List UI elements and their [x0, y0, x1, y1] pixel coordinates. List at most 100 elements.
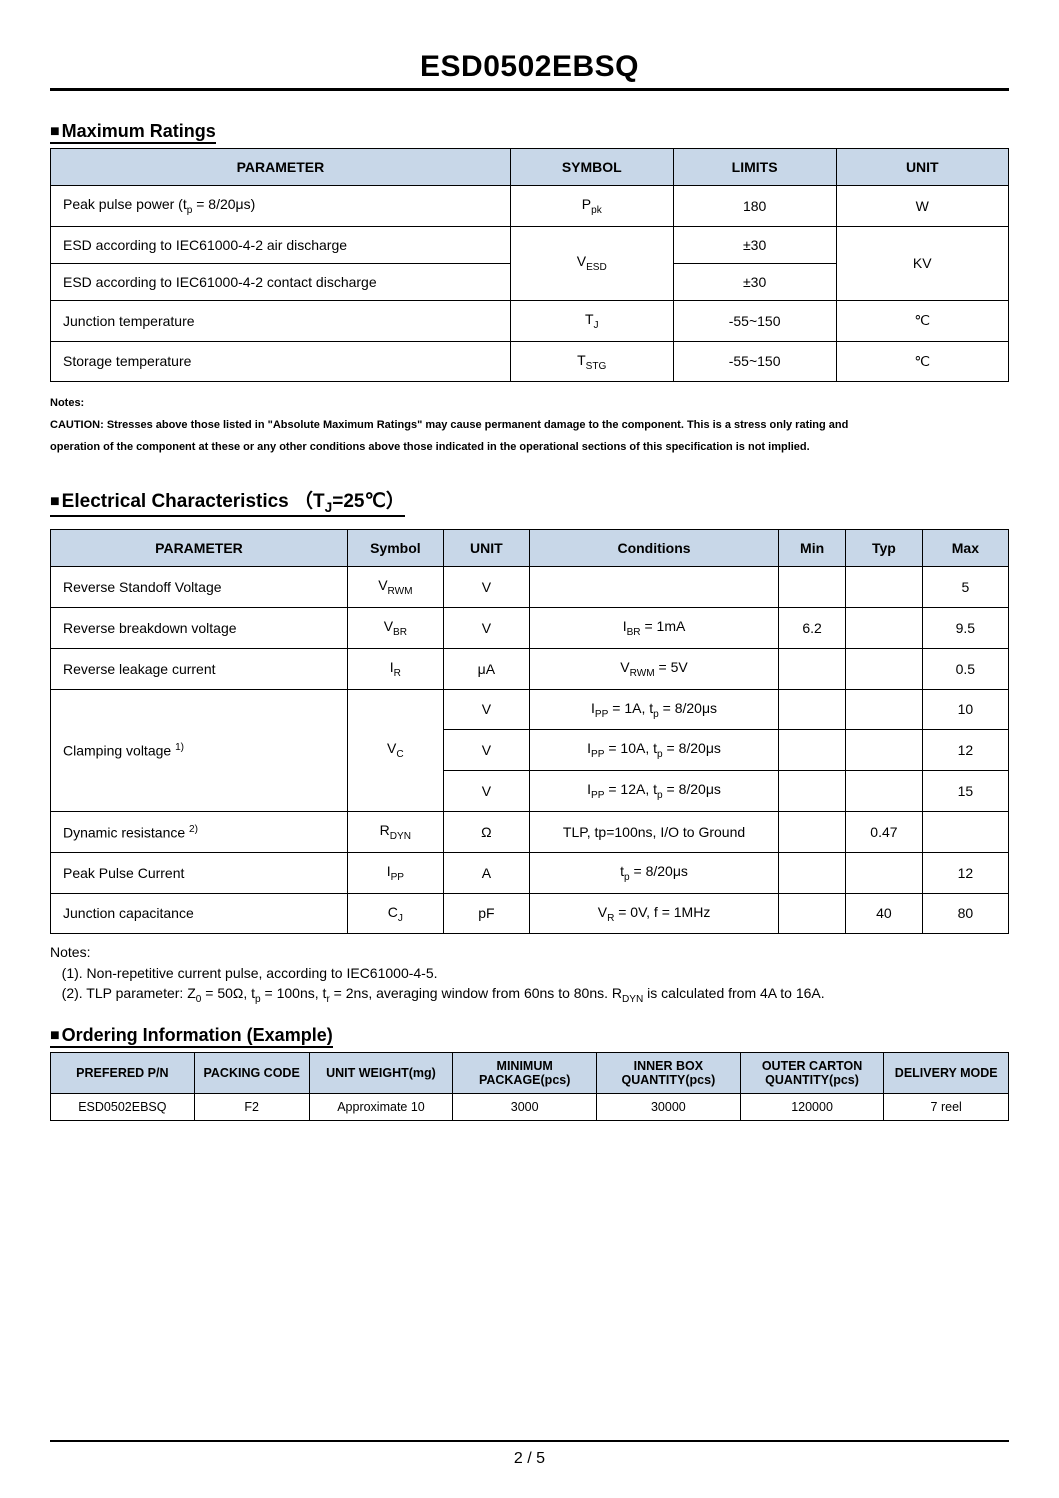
cell-typ: 0.47: [846, 811, 923, 852]
cell-typ: [846, 771, 923, 812]
cell-max: 80: [922, 893, 1008, 934]
col-typ: Typ: [846, 530, 923, 567]
cell-min: [779, 893, 846, 934]
cell-min: [779, 852, 846, 893]
cell-parameter: Junction capacitance: [51, 893, 348, 934]
cell-symbol: CJ: [347, 893, 443, 934]
cell-max: 10: [922, 689, 1008, 730]
cell-max: 9.5: [922, 607, 1008, 648]
note-line: operation of the component at these or a…: [50, 436, 1009, 458]
cell: 120000: [740, 1094, 884, 1121]
note-line: (2). TLP parameter: Z0 = 50Ω, tp = 100ns…: [50, 983, 1009, 1007]
table-row: Peak Pulse CurrentIPPAtp = 8/20μs12: [51, 852, 1009, 893]
col-symbol: Symbol: [347, 530, 443, 567]
cell-limits: ±30: [673, 263, 836, 300]
cell-conditions: IPP = 10A, tp = 8/20μs: [529, 730, 778, 771]
cell-symbol: Ppk: [510, 186, 673, 227]
section-heading-elec: ■Electrical Characteristics （TJ=25℃）: [50, 486, 405, 517]
cell-min: [779, 648, 846, 689]
table-row: ESD according to IEC61000-4-2 air discha…: [51, 226, 1009, 263]
cell: 7 reel: [884, 1094, 1009, 1121]
elec-table: PARAMETER Symbol UNIT Conditions Min Typ…: [50, 529, 1009, 934]
ordering-label: Ordering Information (Example): [62, 1025, 333, 1045]
cell-max: [922, 811, 1008, 852]
cell-symbol: IR: [347, 648, 443, 689]
cell-max: 15: [922, 771, 1008, 812]
cell-typ: [846, 607, 923, 648]
cell-limits: -55~150: [673, 300, 836, 341]
cell-unit: Ω: [443, 811, 529, 852]
cell-parameter: Reverse breakdown voltage: [51, 607, 348, 648]
cell-unit: V: [443, 771, 529, 812]
col-header: PREFERED P/N: [51, 1053, 195, 1094]
cell-typ: [846, 730, 923, 771]
cell-symbol: VC: [347, 689, 443, 811]
section-heading-max-ratings: ■Maximum Ratings: [50, 121, 216, 144]
max-ratings-notes: Notes:CAUTION: Stresses above those list…: [50, 392, 1009, 458]
cell-symbol: VESD: [510, 226, 673, 300]
col-header: INNER BOX QUANTITY(pcs): [597, 1053, 741, 1094]
table-row: Junction capacitanceCJpFVR = 0V, f = 1MH…: [51, 893, 1009, 934]
cell-unit: pF: [443, 893, 529, 934]
col-header: UNIT WEIGHT(mg): [309, 1053, 453, 1094]
cell-typ: [846, 648, 923, 689]
cell-unit: ℃: [836, 300, 1008, 341]
cell-max: 0.5: [922, 648, 1008, 689]
cell-symbol: RDYN: [347, 811, 443, 852]
cell-parameter: Clamping voltage 1): [51, 689, 348, 811]
cell-parameter: Storage temperature: [51, 341, 511, 382]
section-heading-ordering: ■Ordering Information (Example): [50, 1025, 333, 1048]
col-parameter: PARAMETER: [51, 149, 511, 186]
title-rule: [50, 88, 1009, 91]
bullet-icon: ■: [50, 123, 60, 140]
cell-limits: -55~150: [673, 341, 836, 382]
col-header: PACKING CODE: [194, 1053, 309, 1094]
cell-conditions: IPP = 12A, tp = 8/20μs: [529, 771, 778, 812]
cell-unit: μA: [443, 648, 529, 689]
cell: 30000: [597, 1094, 741, 1121]
col-max: Max: [922, 530, 1008, 567]
table-row: Reverse breakdown voltageVBRVIBR = 1mA6.…: [51, 607, 1009, 648]
cell: F2: [194, 1094, 309, 1121]
note-line: Notes:: [50, 392, 1009, 414]
col-header: OUTER CARTON QUANTITY(pcs): [740, 1053, 884, 1094]
cell-typ: [846, 689, 923, 730]
cell-max: 5: [922, 567, 1008, 608]
cell-typ: [846, 852, 923, 893]
table-row: ESD0502EBSQF2Approximate 103000300001200…: [51, 1094, 1009, 1121]
max-ratings-label: Maximum Ratings: [62, 121, 216, 141]
col-conditions: Conditions: [529, 530, 778, 567]
cell-min: [779, 730, 846, 771]
cell-max: 12: [922, 730, 1008, 771]
col-unit: UNIT: [836, 149, 1008, 186]
page-title: ESD0502EBSQ: [50, 50, 1009, 88]
col-limits: LIMITS: [673, 149, 836, 186]
elec-label: Electrical Characteristics （TJ=25℃）: [62, 491, 405, 512]
cell-symbol: TJ: [510, 300, 673, 341]
col-unit: UNIT: [443, 530, 529, 567]
cell-parameter: Junction temperature: [51, 300, 511, 341]
cell-conditions: VR = 0V, f = 1MHz: [529, 893, 778, 934]
note-line: (1). Non-repetitive current pulse, accor…: [50, 963, 1009, 983]
cell-conditions: IPP = 1A, tp = 8/20μs: [529, 689, 778, 730]
table-row: Junction temperatureTJ-55~150℃: [51, 300, 1009, 341]
cell-conditions: tp = 8/20μs: [529, 852, 778, 893]
cell-parameter: Dynamic resistance 2): [51, 811, 348, 852]
cell-typ: [846, 567, 923, 608]
cell-max: 12: [922, 852, 1008, 893]
cell-parameter: ESD according to IEC61000-4-2 contact di…: [51, 263, 511, 300]
table-row: Clamping voltage 1)VCVIPP = 1A, tp = 8/2…: [51, 689, 1009, 730]
cell: Approximate 10: [309, 1094, 453, 1121]
cell-min: [779, 771, 846, 812]
cell-symbol: VBR: [347, 607, 443, 648]
cell-conditions: [529, 567, 778, 608]
max-ratings-table: PARAMETER SYMBOL LIMITS UNIT Peak pulse …: [50, 148, 1009, 382]
cell-symbol: TSTG: [510, 341, 673, 382]
table-row: Dynamic resistance 2)RDYNΩTLP, tp=100ns,…: [51, 811, 1009, 852]
table-row: Peak pulse power (tp = 8/20μs)Ppk180W: [51, 186, 1009, 227]
cell-unit: V: [443, 689, 529, 730]
cell-unit: V: [443, 607, 529, 648]
col-header: DELIVERY MODE: [884, 1053, 1009, 1094]
page-footer: 2 / 5: [50, 1440, 1009, 1468]
cell: 3000: [453, 1094, 597, 1121]
